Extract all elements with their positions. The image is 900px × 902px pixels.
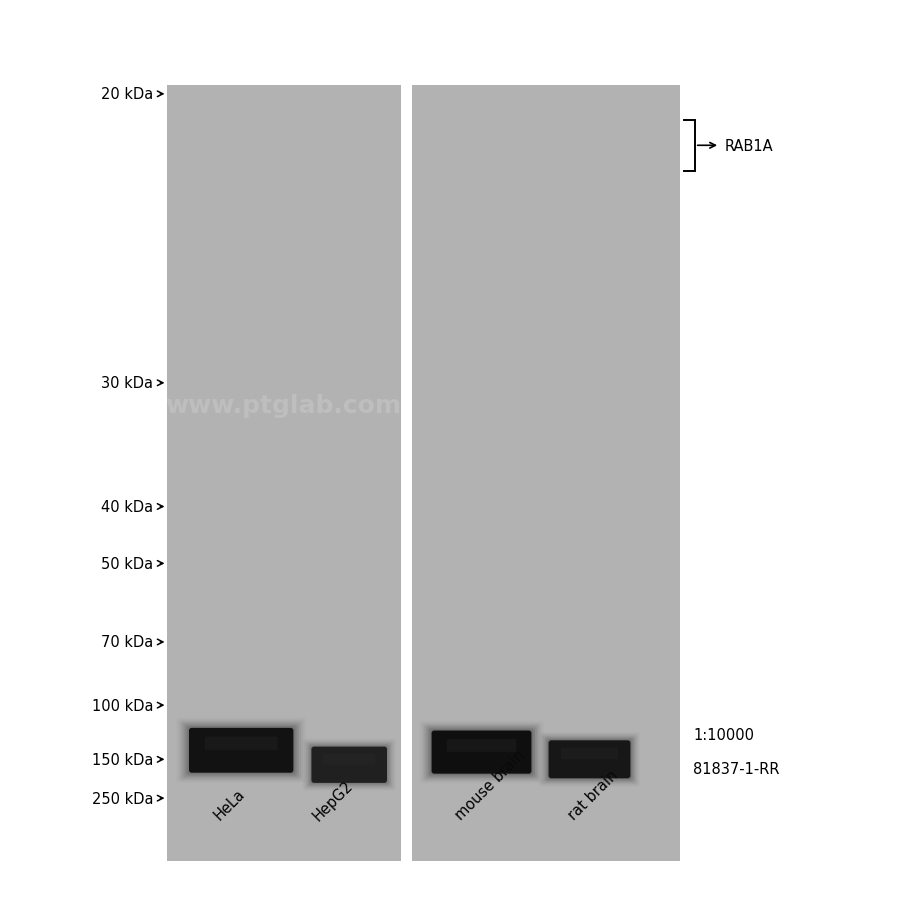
FancyBboxPatch shape: [310, 746, 388, 784]
FancyBboxPatch shape: [185, 725, 297, 776]
Text: 100 kDa: 100 kDa: [92, 698, 153, 713]
Text: 40 kDa: 40 kDa: [101, 500, 153, 514]
FancyBboxPatch shape: [427, 726, 536, 778]
FancyBboxPatch shape: [425, 725, 538, 779]
FancyBboxPatch shape: [547, 740, 632, 779]
Text: RAB1A: RAB1A: [724, 139, 773, 153]
FancyBboxPatch shape: [189, 728, 293, 773]
Text: 50 kDa: 50 kDa: [101, 557, 153, 571]
Text: HepG2: HepG2: [310, 777, 356, 823]
Text: mouse brain: mouse brain: [453, 747, 528, 823]
FancyBboxPatch shape: [308, 743, 391, 787]
FancyBboxPatch shape: [430, 730, 533, 775]
Bar: [412, 86, 680, 861]
FancyBboxPatch shape: [446, 739, 517, 752]
Text: 20 kDa: 20 kDa: [101, 87, 153, 102]
Text: 30 kDa: 30 kDa: [101, 376, 153, 391]
FancyBboxPatch shape: [549, 741, 630, 778]
Text: 1:10000: 1:10000: [693, 728, 754, 742]
FancyBboxPatch shape: [311, 747, 387, 783]
FancyBboxPatch shape: [323, 754, 375, 765]
Bar: [166, 86, 400, 861]
FancyBboxPatch shape: [543, 736, 636, 783]
Text: rat brain: rat brain: [565, 768, 621, 823]
Text: 250 kDa: 250 kDa: [92, 791, 153, 805]
Text: HeLa: HeLa: [212, 786, 248, 823]
FancyBboxPatch shape: [187, 727, 295, 774]
FancyBboxPatch shape: [544, 737, 634, 782]
FancyBboxPatch shape: [184, 723, 299, 778]
FancyBboxPatch shape: [545, 738, 634, 781]
Text: 81837-1-RR: 81837-1-RR: [693, 761, 779, 776]
Text: www.ptglab.com: www.ptglab.com: [166, 394, 401, 418]
Text: 70 kDa: 70 kDa: [101, 635, 153, 649]
FancyBboxPatch shape: [561, 748, 618, 759]
Text: 150 kDa: 150 kDa: [92, 752, 153, 767]
FancyBboxPatch shape: [428, 728, 535, 777]
FancyBboxPatch shape: [432, 731, 531, 774]
FancyBboxPatch shape: [205, 737, 277, 750]
FancyBboxPatch shape: [182, 723, 301, 778]
FancyBboxPatch shape: [309, 744, 390, 786]
